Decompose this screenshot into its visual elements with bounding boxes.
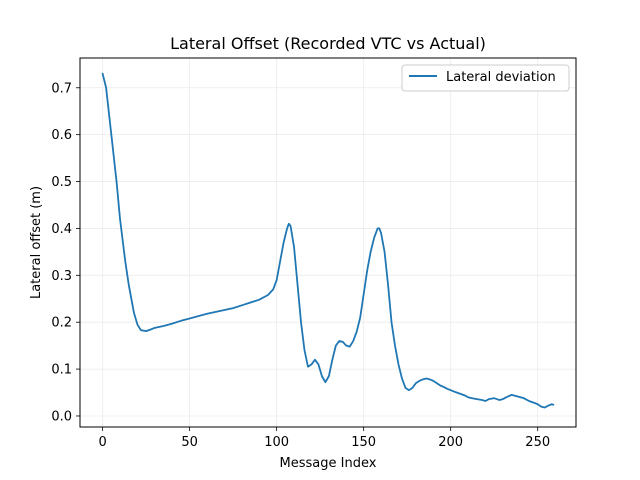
plot-frame	[79, 57, 577, 428]
y-axis-title: Lateral offset (m)	[29, 186, 44, 299]
y-tick-label: 0.2	[51, 316, 72, 331]
x-tick-label: 150	[351, 435, 376, 450]
grid	[80, 58, 576, 427]
x-tick-label: 200	[438, 435, 463, 450]
y-tick-label: 0.6	[51, 128, 72, 143]
x-tick-label: 100	[264, 435, 289, 450]
x-axis-title: Message Index	[280, 456, 377, 471]
y-tick-label: 0.1	[51, 363, 72, 378]
x-tick-label: 50	[181, 435, 198, 450]
series-layer	[101, 72, 555, 409]
y-tick-label: 0.5	[51, 175, 72, 190]
x-tick-label: 250	[525, 435, 550, 450]
x-tick-label: 0	[98, 435, 106, 450]
ticks: 0 50 100 150 200 250 0.0 0.1 0.2 0.3 0.4 0.5 0.6 0.7	[51, 81, 550, 450]
y-tick-label: 0.3	[51, 269, 72, 284]
legend-label: Lateral deviation	[446, 70, 556, 85]
y-tick-label: 0.7	[51, 81, 72, 96]
series-line-lateral-deviation	[101, 72, 555, 409]
legend-box	[401, 64, 570, 92]
y-tick-label: 0.0	[51, 409, 72, 424]
legend: Lateral deviation	[401, 64, 570, 92]
chart-title: Lateral Offset (Recorded VTC vs Actual)	[170, 34, 486, 53]
y-tick-label: 0.4	[51, 222, 72, 237]
